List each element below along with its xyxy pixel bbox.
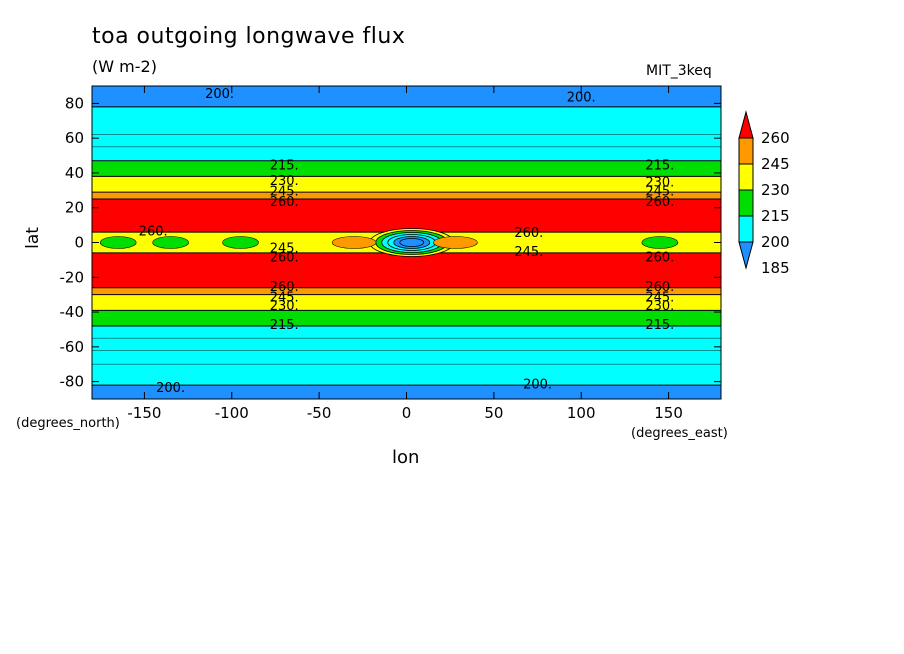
colorbar-bottom-arrow — [738, 241, 754, 270]
contour-labels: 200. 200.215. 215.230. 230.245. 245.260. 260.… — [139, 87, 675, 396]
x-axis-label: lon — [392, 447, 420, 468]
x-tick-label-0: -150 — [127, 404, 161, 422]
green-patch-4 — [641, 236, 679, 249]
contour-label-8: 260. — [270, 195, 299, 210]
y-tick-label-1: 60 — [65, 129, 84, 147]
contour-label-3: 215. — [645, 158, 674, 173]
band-4 — [92, 192, 721, 200]
band-11 — [92, 325, 721, 386]
x-tick-label-1: -100 — [215, 404, 249, 422]
contour-label-14: 260. — [270, 250, 299, 265]
green-patch-2 — [222, 236, 259, 249]
band-10 — [92, 310, 721, 326]
y-tick-label-0: 80 — [65, 94, 84, 112]
contour-label-25: 200. — [523, 377, 552, 392]
y-axis-units: (degrees_north) — [16, 416, 120, 431]
colorbar-label-1: 245 — [761, 155, 790, 173]
contour-label-23: 215. — [645, 318, 674, 333]
contour-label-2: 215. — [270, 158, 299, 173]
contour-label-1: 200. — [567, 90, 596, 105]
band-5 — [92, 199, 721, 233]
colorbar-top-arrow — [738, 110, 754, 139]
contour-label-9: 260. — [645, 195, 674, 210]
colorbar-seg-2 — [738, 163, 754, 191]
y-tick-label-6: -40 — [60, 303, 85, 321]
contour-label-6: 245. — [270, 184, 299, 199]
band-8 — [92, 287, 721, 295]
band-9 — [92, 294, 721, 311]
contour-features — [99, 228, 679, 257]
colorbar-label-3: 215 — [761, 207, 790, 225]
x-tick-label-5: 100 — [567, 404, 596, 422]
units-label: (W m-2) — [92, 57, 157, 76]
min-ring-1 — [399, 238, 425, 247]
colorbar-label-5: 185 — [761, 259, 790, 277]
orange-patch-5 — [331, 236, 377, 249]
contour-label-11: 260. — [514, 226, 543, 241]
x-tick-label-6: 150 — [654, 404, 683, 422]
contour-label-16: 260. — [270, 280, 299, 295]
y-tick-label-7: -60 — [60, 338, 85, 356]
y-tick-label-2: 40 — [65, 164, 84, 182]
contour-label-21: 230. — [645, 299, 674, 314]
contour-label-5: 230. — [645, 176, 674, 191]
band-3 — [92, 176, 721, 193]
green-patch-1 — [99, 236, 137, 249]
band-2 — [92, 160, 721, 177]
colorbar-label-2: 230 — [761, 181, 790, 199]
y-tick-label-4: 0 — [74, 234, 84, 252]
x-tick-label-2: -50 — [307, 404, 332, 422]
colorbar-seg-4 — [738, 215, 754, 243]
contour-label-12: 245. — [270, 242, 299, 257]
contour-label-20: 230. — [270, 299, 299, 314]
band-0 — [92, 86, 721, 107]
x-tick-label-4: 50 — [484, 404, 503, 422]
axis-ticks: -150 -100 -50 0 50 100 150 80 60 40 20 0 -20 -40 -60 -8… — [60, 86, 721, 422]
colorbar-seg-1 — [738, 137, 754, 165]
colorbar-label-4: 200 — [761, 233, 790, 251]
x-tick-label-3: 0 — [402, 404, 412, 422]
contour-label-15: 260. — [645, 250, 674, 265]
x-axis-units: (degrees_east) — [631, 426, 728, 441]
contour-label-7: 245. — [645, 184, 674, 199]
contour-label-0: 200. — [205, 87, 234, 102]
contour-label-19: 245. — [645, 290, 674, 305]
y-tick-label-8: -80 — [60, 373, 85, 391]
band-7 — [92, 252, 721, 288]
y-tick-label-3: 20 — [65, 199, 84, 217]
colorbar-label-0: 260 — [761, 129, 790, 147]
contour-label-17: 260. — [645, 280, 674, 295]
orange-patch-6 — [433, 236, 478, 249]
green-patch-3 — [152, 236, 189, 249]
contour-label-10: 260. — [139, 224, 168, 239]
colorbar-seg-3 — [738, 189, 754, 217]
contour-label-13: 245. — [514, 245, 543, 260]
contour-label-4: 230. — [270, 174, 299, 189]
y-tick-label-5: -20 — [60, 268, 85, 286]
band-1 — [92, 106, 721, 161]
contour-label-22: 215. — [270, 318, 299, 333]
contour-label-24: 200. — [156, 381, 185, 396]
chart-title: toa outgoing longwave flux — [92, 24, 406, 49]
model-label: MIT_3keq — [646, 63, 712, 79]
colorbar: 260 245 230 215 200 185 — [738, 110, 790, 277]
contour-label-18: 245. — [270, 290, 299, 305]
